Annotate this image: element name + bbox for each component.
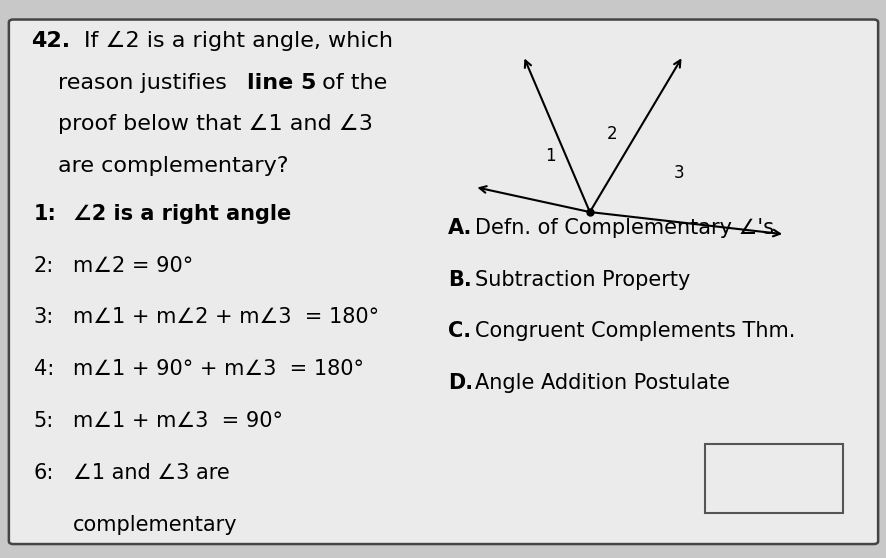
Text: If ∠2 is a right angle, which: If ∠2 is a right angle, which [84,31,392,51]
Text: 4:: 4: [34,359,54,379]
Text: m∠1 + m∠3  = 90°: m∠1 + m∠3 = 90° [73,411,283,431]
Text: 3:: 3: [34,307,54,328]
Text: complementary: complementary [73,515,237,535]
Text: 42.: 42. [31,31,70,51]
Text: Congruent Complements Thm.: Congruent Complements Thm. [474,321,794,341]
Text: reason justifies: reason justifies [58,73,233,93]
Text: of the: of the [315,73,386,93]
Text: C.: C. [447,321,470,341]
Text: ∠1 and ∠3 are: ∠1 and ∠3 are [73,463,229,483]
Text: 3: 3 [672,164,683,182]
Text: Angle Addition Postulate: Angle Addition Postulate [474,373,728,393]
Text: 2:: 2: [34,256,54,276]
Text: 1:: 1: [34,204,57,224]
Text: proof below that ∠1 and ∠3: proof below that ∠1 and ∠3 [58,114,372,134]
Text: 6:: 6: [34,463,54,483]
Text: m∠2 = 90°: m∠2 = 90° [73,256,193,276]
Text: ∠2 is a right angle: ∠2 is a right angle [73,204,291,224]
Text: B.: B. [447,270,471,290]
Text: Subtraction Property: Subtraction Property [474,270,689,290]
Text: m∠1 + m∠2 + m∠3  = 180°: m∠1 + m∠2 + m∠3 = 180° [73,307,378,328]
Text: D.: D. [447,373,472,393]
Text: are complementary?: are complementary? [58,156,288,176]
Text: line 5: line 5 [246,73,315,93]
FancyBboxPatch shape [9,20,877,544]
Text: 2: 2 [606,125,617,143]
Text: A.: A. [447,218,471,238]
Text: Defn. of Complementary ∠'s: Defn. of Complementary ∠'s [474,218,773,238]
Text: 5:: 5: [34,411,54,431]
Text: 1: 1 [544,147,555,165]
Text: m∠1 + 90° + m∠3  = 180°: m∠1 + 90° + m∠3 = 180° [73,359,363,379]
FancyBboxPatch shape [704,444,842,513]
